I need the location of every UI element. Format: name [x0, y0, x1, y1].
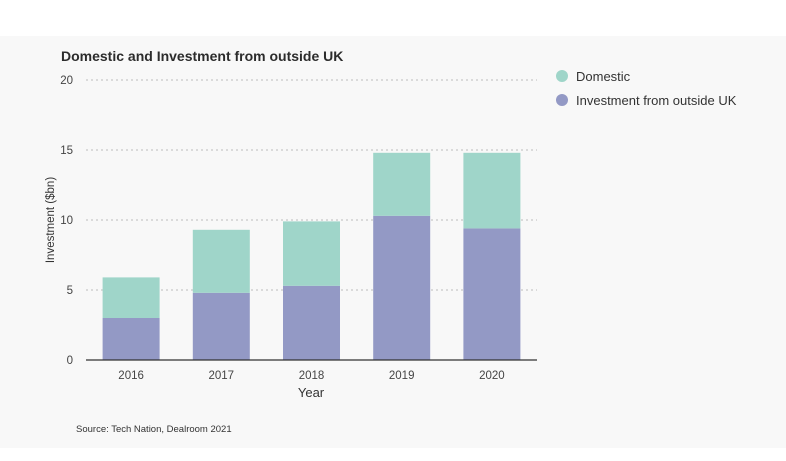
legend-item-outside: Investment from outside UK: [556, 88, 736, 112]
x-tick-label: 2017: [209, 370, 235, 382]
bar-domestic-2017: [192, 229, 250, 293]
y-tick-label: 5: [67, 285, 73, 297]
bar-domestic-2016: [102, 277, 160, 318]
bar-outside-2019: [373, 215, 431, 360]
legend: Domestic Investment from outside UK: [556, 64, 736, 112]
bar-outside-2016: [102, 318, 160, 360]
chart-title: Domestic and Investment from outside UK: [61, 48, 344, 64]
bar-outside-2017: [192, 292, 250, 360]
bar-domestic-2019: [373, 152, 431, 216]
y-tick-label: 0: [67, 355, 73, 367]
x-axis-label: Year: [298, 385, 325, 400]
bar-domestic-2018: [283, 221, 340, 286]
bar-outside-2020: [463, 228, 521, 360]
bar-domestic-2020: [463, 152, 521, 229]
source-note: Source: Tech Nation, Dealroom 2021: [76, 424, 232, 435]
legend-swatch-outside: [556, 94, 568, 106]
y-tick-label: 10: [60, 215, 73, 227]
x-tick-label: 2020: [479, 370, 505, 382]
x-tick-label: 2016: [118, 370, 144, 382]
legend-label-domestic: Domestic: [576, 68, 631, 84]
legend-label-outside: Investment from outside UK: [576, 92, 737, 108]
x-tick-label: 2018: [299, 370, 325, 382]
bar-outside-2018: [283, 285, 340, 360]
legend-item-domestic: Domestic: [556, 64, 736, 88]
y-axis-label: Investment ($bn): [45, 177, 57, 263]
y-tick-label: 20: [60, 75, 73, 87]
y-tick-label: 15: [60, 145, 73, 157]
legend-swatch-domestic: [556, 70, 568, 82]
x-tick-label: 2019: [389, 370, 415, 382]
